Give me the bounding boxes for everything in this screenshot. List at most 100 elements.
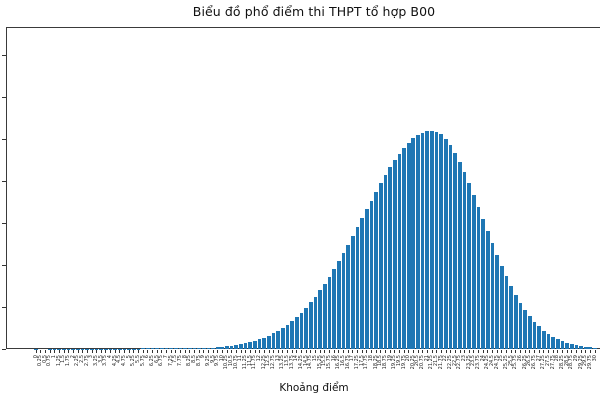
histogram-bar [318,290,322,349]
histogram-bar [560,341,565,349]
histogram-bar [406,142,411,349]
histogram-bar [378,183,383,349]
x-tick-mark [77,349,79,353]
histogram-bar [192,347,197,349]
histogram-bar [308,302,313,349]
x-tick-mark [501,349,503,353]
y-tick-mark [2,348,6,350]
histogram-bar [211,347,215,349]
x-tick-mark [380,349,382,353]
histogram-bar [271,333,276,349]
y-tick-mark [2,264,6,266]
y-tick-mark [2,96,6,98]
x-tick-mark [193,349,195,353]
x-tick-mark [133,349,135,353]
histogram-bar [159,348,164,349]
histogram-bar [551,336,555,349]
x-tick-mark [249,349,251,353]
x-tick-mark [110,349,111,353]
histogram-bar [346,244,350,349]
histogram-bar [295,316,299,349]
x-tick-mark [268,349,270,353]
histogram-bar [253,340,257,349]
x-tick-mark [189,349,191,353]
x-tick-mark [291,349,293,353]
x-tick-mark [482,349,484,353]
histogram-bar [169,348,173,349]
x-tick-mark [431,349,433,353]
x-tick-mark [198,349,200,353]
x-tick-mark [585,349,587,353]
x-tick-mark [552,349,554,353]
x-tick-mark [459,349,461,353]
histogram-bar [411,138,416,349]
x-tick-mark [329,349,330,353]
x-tick-mark [35,349,37,353]
histogram-bar [215,347,220,349]
x-tick-mark [82,349,83,353]
x-tick-mark [240,349,242,353]
histogram-bar [425,131,430,349]
x-tick-mark [142,349,144,353]
x-tick-mark [589,349,591,353]
x-tick-mark [436,349,438,353]
x-tick-mark [487,349,489,353]
x-tick-mark [259,349,260,353]
x-tick-mark [207,349,209,353]
x-tick-mark [366,349,368,353]
histogram-bar [397,153,402,349]
x-tick-mark [114,349,116,353]
x-tick-mark [440,349,442,353]
x-tick-mark [389,349,391,353]
histogram-bar [383,175,388,349]
x-tick-mark [310,349,312,353]
histogram-bar [434,131,439,349]
x-tick-mark [384,349,386,353]
histogram-bar [579,346,583,349]
x-tick-mark [506,349,507,353]
histogram-bar [476,206,481,349]
x-tick-mark [520,349,521,353]
x-tick-mark [184,349,186,353]
x-tick-mark [156,349,158,353]
histogram-bar [173,348,178,349]
histogram-bar [187,348,192,349]
x-tick-mark [226,349,228,353]
histogram-bar [364,209,369,349]
y-tick-mark [2,306,6,308]
histogram-bar [155,348,159,349]
histogram-bar [290,321,295,349]
histogram-bar [369,200,374,349]
x-tick-mark [72,349,74,353]
histogram-bar [462,171,467,349]
x-tick-mark [91,349,93,353]
histogram-bar [444,138,448,349]
x-tick-mark [152,349,153,353]
x-tick-mark [343,349,344,353]
x-tick-mark [301,349,302,353]
x-tick-mark [119,349,121,353]
y-tick-mark [2,54,6,56]
histogram-bar [532,321,537,349]
x-axis-label: Khoảng điểm [279,382,349,394]
x-tick-mark [124,349,125,353]
histogram-bar [327,276,332,349]
x-tick-mark [371,349,372,353]
x-tick-mark [357,349,358,353]
x-tick-mark [315,349,316,353]
histogram-bar [322,283,327,349]
y-tick-mark [2,222,6,224]
histogram-bar [164,348,169,349]
x-tick-mark [245,349,247,353]
histogram-bar [504,276,509,349]
histogram-bar [518,302,523,349]
histogram-bar [583,346,588,349]
x-tick-mark [44,349,46,353]
x-tick-mark [161,349,163,353]
histogram-bar [481,218,486,349]
histogram-bar [453,152,458,349]
histogram-bar [243,343,248,349]
x-tick-mark [473,349,475,353]
histogram-bar [541,330,546,349]
histogram-bar [593,347,597,349]
